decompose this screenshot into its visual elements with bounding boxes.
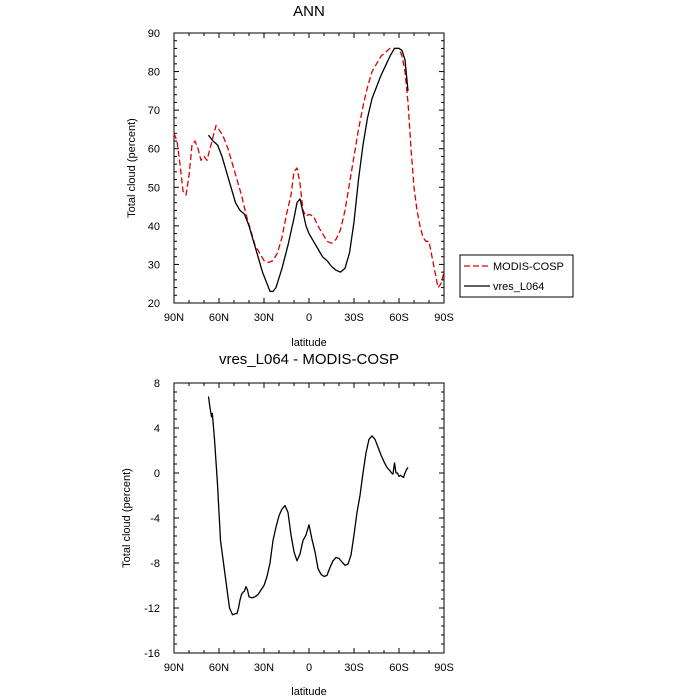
x-tick-label: 90S <box>434 312 454 324</box>
top-x-tick-labels: 90N 60N 30N 0 30S 60S 90S <box>164 312 454 324</box>
x-tick-label: 30N <box>254 312 274 324</box>
x-tick-label: 0 <box>306 662 312 674</box>
y-tick-label: -4 <box>150 513 160 525</box>
y-tick-label: 80 <box>148 67 160 79</box>
bottom-y-tick-labels: -16 -12 -8 -4 0 4 8 <box>144 378 160 660</box>
y-tick-label: 4 <box>154 423 160 435</box>
y-tick-label: 0 <box>154 468 160 480</box>
top-panel: ANN 90N 60N 30N 0 30S 60S 90S 20 30 40 50 60 70 80 90… <box>126 3 574 349</box>
y-tick-label: 50 <box>148 182 160 194</box>
top-ticks <box>173 32 445 304</box>
series-line-vres-l064 <box>207 47 409 293</box>
y-tick-label: 8 <box>154 378 160 390</box>
bottom-ticks <box>173 382 445 654</box>
legend-box <box>459 254 574 298</box>
y-tick-label: 40 <box>148 221 160 233</box>
bottom-chart-title: vres_L064 - MODIS-COSP <box>219 351 399 368</box>
bottom-panel: vres_L064 - MODIS-COSP 90N 60N 30N 0 30S 60S 9… <box>121 351 454 698</box>
bottom-x-axis-label: latitude <box>291 686 326 698</box>
x-tick-label: 60N <box>209 662 229 674</box>
x-tick-label: 60N <box>209 312 229 324</box>
x-tick-label: 90N <box>164 662 184 674</box>
x-tick-label: 30N <box>254 662 274 674</box>
x-tick-label: 60S <box>389 662 409 674</box>
bottom-y-axis-label: Total cloud (percent) <box>121 468 133 568</box>
x-tick-label: 30S <box>344 662 364 674</box>
legend: MODIS-COSP vres_L064 <box>459 254 574 298</box>
top-chart-title: ANN <box>293 3 325 20</box>
series-line-vres-l064-modis-cosp <box>207 396 409 616</box>
y-tick-label: -8 <box>150 558 160 570</box>
y-tick-label: 70 <box>148 105 160 117</box>
y-tick-label: 90 <box>148 28 160 40</box>
top-series <box>173 47 445 293</box>
top-x-axis-label: latitude <box>291 337 326 349</box>
bottom-series <box>207 396 409 616</box>
x-tick-label: 60S <box>389 312 409 324</box>
top-plot-frame <box>173 32 445 304</box>
legend-label-modis-cosp: MODIS-COSP <box>493 261 564 273</box>
bottom-plot-frame <box>173 382 445 654</box>
bottom-x-tick-labels: 90N 60N 30N 0 30S 60S 90S <box>164 662 454 674</box>
y-tick-label: 30 <box>148 259 160 271</box>
x-tick-label: 90S <box>434 662 454 674</box>
y-tick-label: -16 <box>144 648 160 660</box>
top-y-tick-labels: 20 30 40 50 60 70 80 90 <box>148 28 160 310</box>
y-tick-label: -12 <box>144 603 160 615</box>
top-y-axis-label: Total cloud (percent) <box>126 118 138 218</box>
x-tick-label: 0 <box>306 312 312 324</box>
y-tick-label: 60 <box>148 144 160 156</box>
y-tick-label: 20 <box>148 298 160 310</box>
x-tick-label: 90N <box>164 312 184 324</box>
series-line-modis-cosp <box>173 47 445 289</box>
legend-label-vres-l064: vres_L064 <box>493 281 544 293</box>
x-tick-label: 30S <box>344 312 364 324</box>
